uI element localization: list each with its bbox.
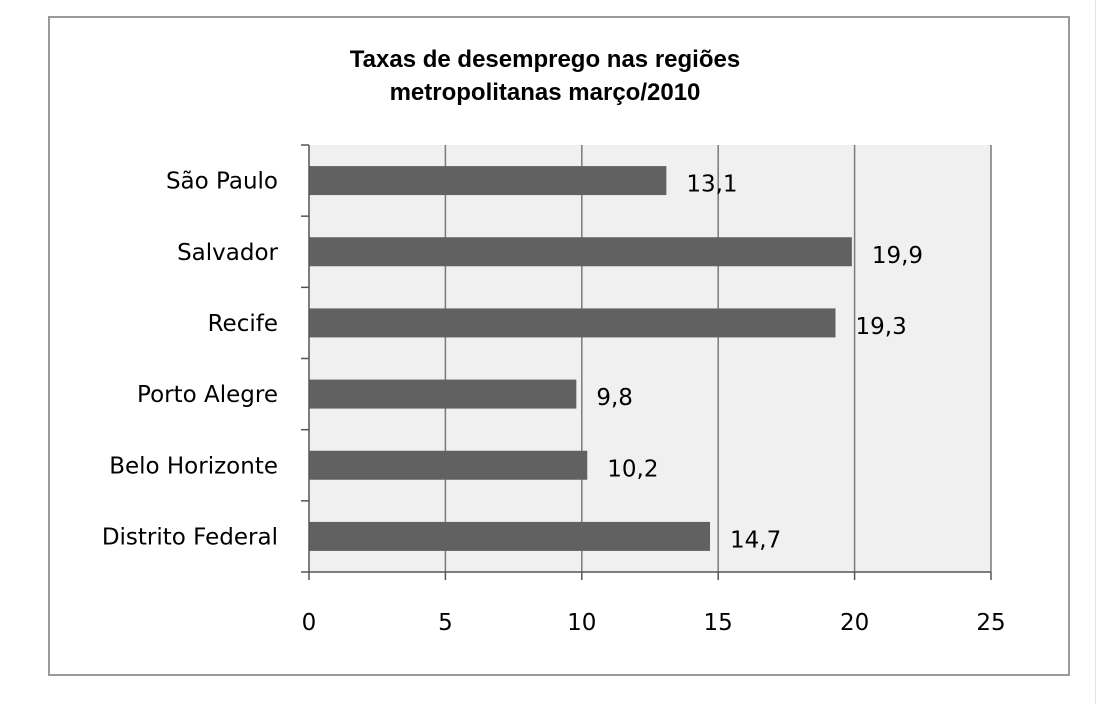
data-label: 10,2 (607, 456, 658, 482)
data-label: 19,9 (872, 243, 923, 269)
data-label: 13,1 (686, 172, 737, 198)
x-tick-label: 5 (438, 610, 453, 636)
bar (309, 166, 667, 196)
category-label: Porto Alegre (137, 382, 278, 408)
chart-title-line-1: Taxas de desemprego nas regiões (350, 46, 740, 73)
category-label: Recife (208, 311, 278, 337)
bar (309, 308, 836, 338)
bars (309, 166, 852, 551)
x-tick-label: 25 (976, 610, 1005, 636)
chart-title-line-2: metropolitanas março/2010 (390, 79, 701, 106)
x-tick-label: 0 (302, 610, 317, 636)
category-label: Salvador (177, 240, 278, 266)
x-tick-label: 20 (840, 610, 869, 636)
category-label: Belo Horizonte (109, 453, 278, 479)
bar (309, 450, 588, 480)
x-tick-label: 15 (704, 610, 733, 636)
category-label: São Paulo (166, 169, 278, 195)
page-edge-divider (1095, 0, 1096, 704)
plot-area (309, 145, 991, 572)
category-label: Distrito Federal (102, 524, 278, 550)
data-label: 9,8 (596, 385, 633, 411)
bar (309, 379, 577, 409)
bar (309, 521, 711, 551)
data-label: 14,7 (730, 527, 781, 553)
axes (301, 144, 992, 580)
gridlines (444, 145, 992, 572)
data-label: 19,3 (856, 314, 907, 340)
labels: 0 5 10 15 20 25 São Paulo 13,1 Salvador 19,9 Recif… (102, 169, 1006, 636)
bar (309, 237, 852, 267)
x-tick-label: 10 (567, 610, 596, 636)
